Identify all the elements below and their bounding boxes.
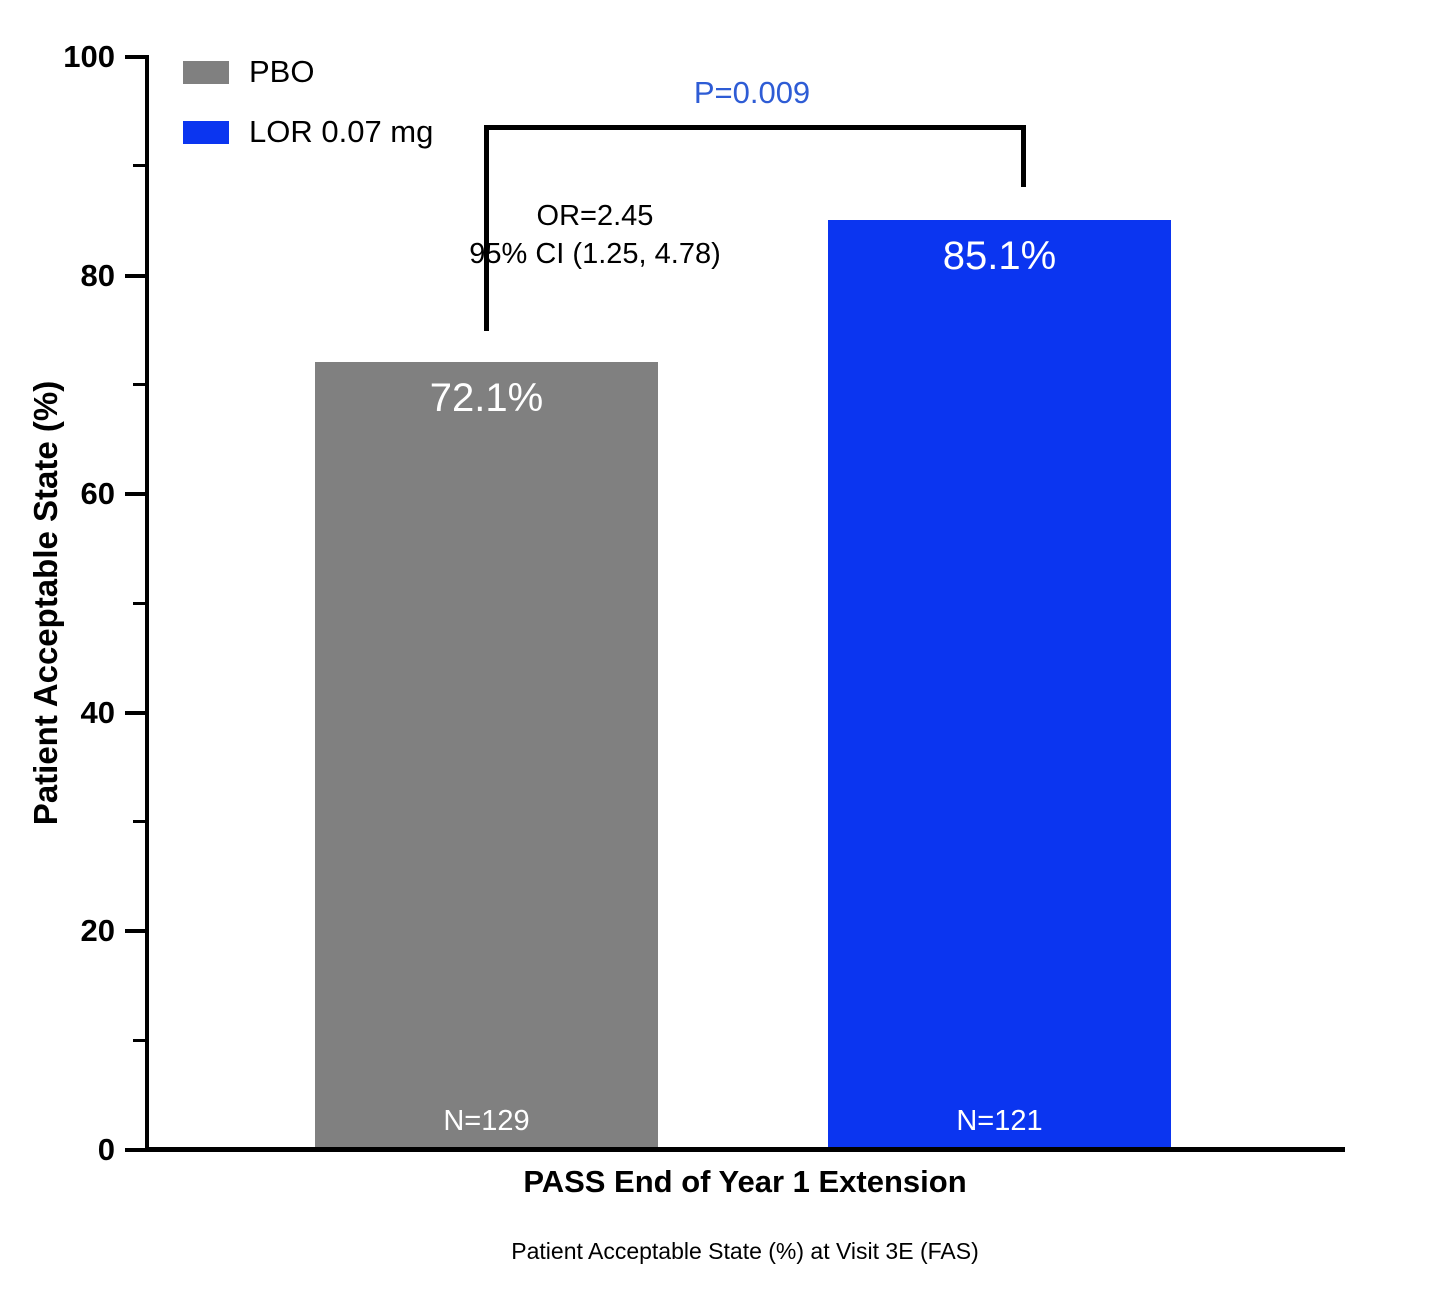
bar-lor: 85.1% N=121 [828, 219, 1171, 1150]
x-axis-line [145, 1147, 1345, 1152]
legend-swatch-lor [183, 120, 229, 144]
significance-bracket-top [484, 125, 1026, 130]
y-axis-minor-tick [133, 164, 145, 168]
y-axis-tick-label: 80 [80, 257, 115, 293]
y-axis-tick-label: 0 [97, 1132, 115, 1167]
y-axis-tick-label: 20 [80, 913, 115, 949]
bar-value-lor: 85.1% [942, 233, 1057, 278]
y-axis-minor-tick [133, 820, 145, 824]
bar-pbo: 72.1% N=129 [315, 361, 658, 1150]
plot-area: 0 20 40 60 80 100 72.1% N=129 85.1% N=121 P=0… [63, 40, 1345, 1167]
y-axis-major-tick [125, 273, 145, 278]
p-value-label: P=0.009 [693, 75, 811, 110]
y-axis-major-tick [125, 55, 145, 59]
y-axis-minor-tick [133, 1038, 145, 1042]
y-axis-minor-tick [133, 382, 145, 386]
legend: PBO LOR 0.07 mg [183, 50, 433, 170]
odds-ratio-line1: OR=2.45 [536, 200, 654, 232]
bar-value-pbo: 72.1% [429, 375, 544, 420]
bar-n-pbo: N=129 [443, 1105, 530, 1137]
figure-caption: Patient Acceptable State (%) at Visit 3E… [511, 1238, 979, 1264]
y-axis-minor-tick [133, 601, 145, 605]
y-axis-tick-label: 60 [80, 476, 115, 512]
legend-item-lor: LOR 0.07 mg [183, 110, 433, 154]
y-axis-title: Patient Acceptable State (%) [27, 380, 64, 826]
y-axis-major-tick [125, 492, 145, 497]
y-axis-major-tick [125, 710, 145, 715]
bar-n-lor: N=121 [956, 1105, 1043, 1137]
x-axis-title: PASS End of Year 1 Extension [523, 1164, 967, 1199]
y-axis-line [145, 55, 149, 1152]
legend-label-lor: LOR 0.07 mg [249, 114, 434, 149]
legend-label-pbo: PBO [249, 54, 315, 89]
significance-bracket-right [1021, 125, 1026, 187]
y-axis-major-tick [125, 1148, 145, 1152]
odds-ratio-line2: 95% CI (1.25, 4.78) [469, 238, 721, 270]
legend-swatch-pbo [183, 60, 229, 84]
legend-item-pbo: PBO [183, 50, 433, 94]
y-axis-tick-label: 40 [80, 694, 115, 730]
odds-ratio-annotation: OR=2.45 95% CI (1.25, 4.78) [469, 197, 720, 273]
y-axis-tick-label: 100 [63, 39, 115, 74]
y-axis-major-tick [125, 929, 145, 934]
significance-bracket-left [484, 125, 489, 331]
